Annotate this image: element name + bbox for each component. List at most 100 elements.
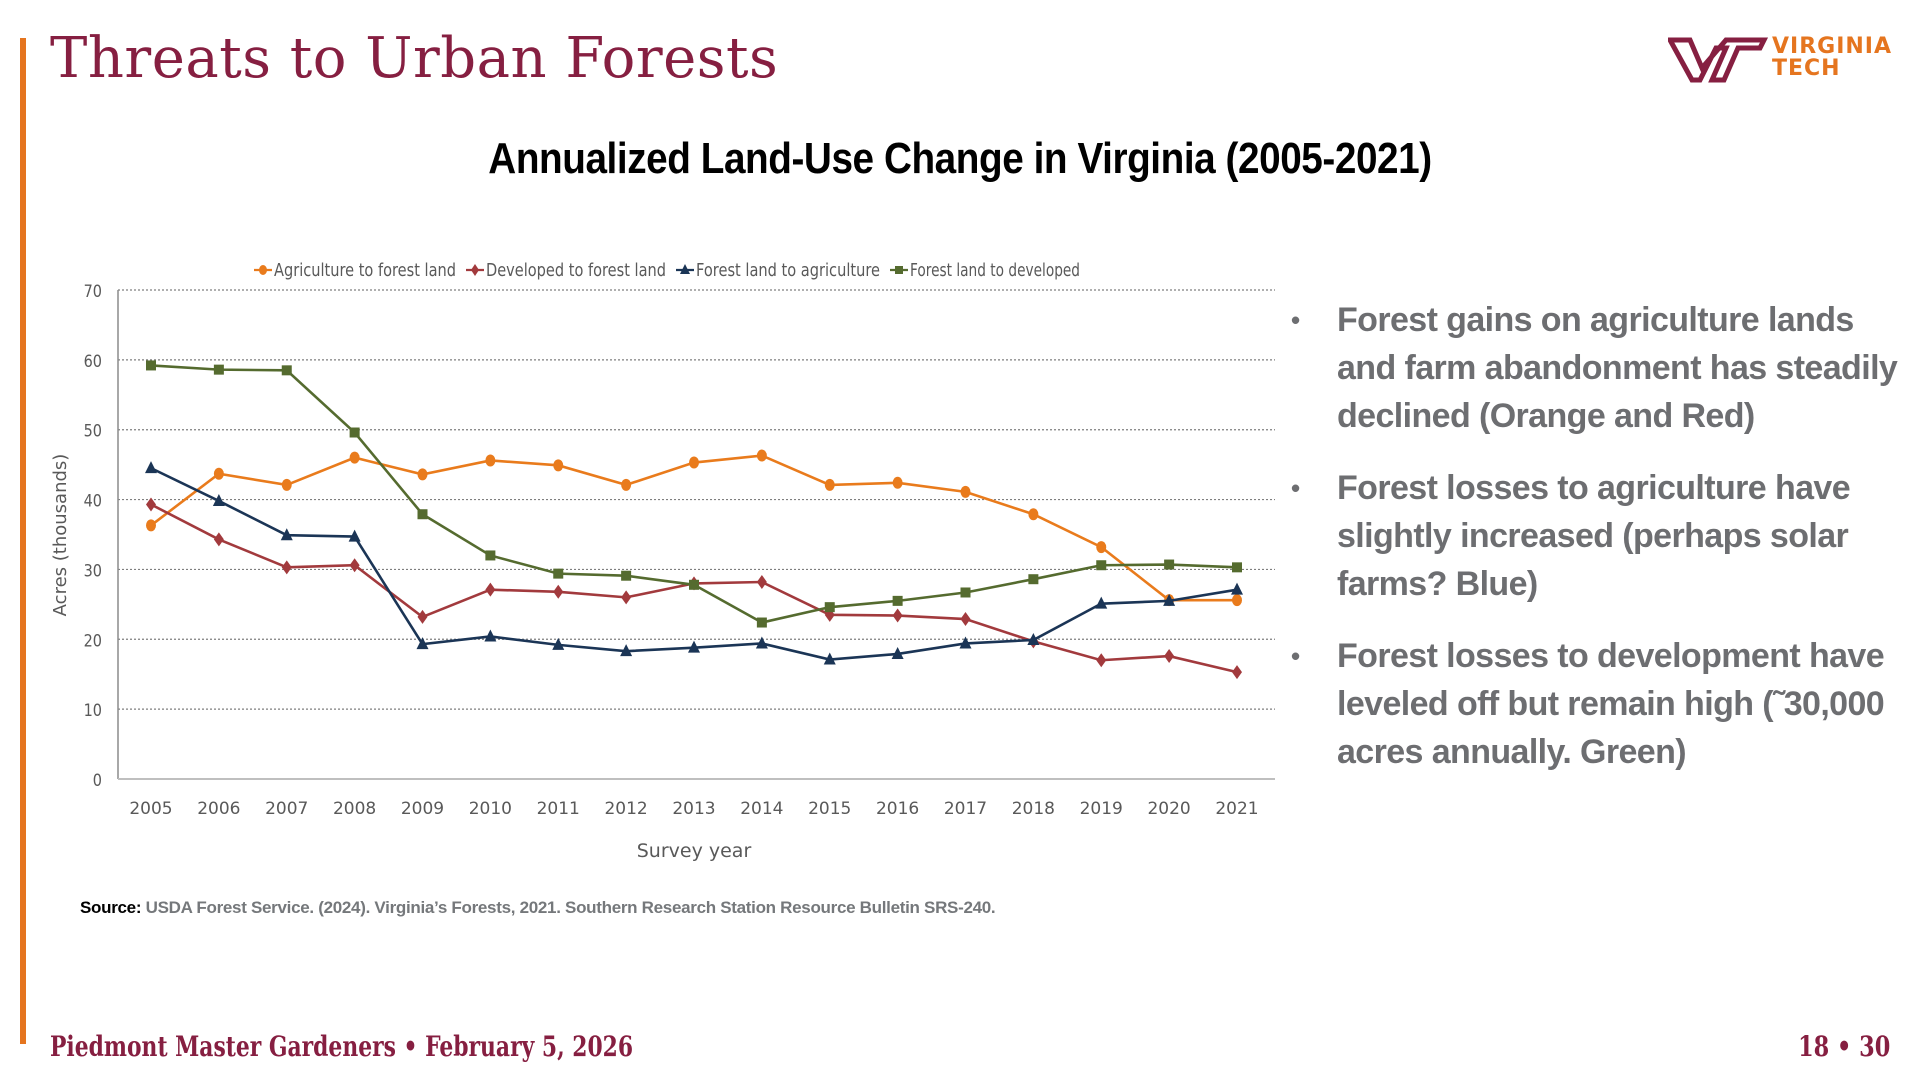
data-point-square bbox=[349, 427, 360, 438]
data-point-diamond bbox=[892, 608, 903, 623]
data-point-triangle bbox=[1095, 596, 1108, 609]
chart-title: Annualized Land-Use Change in Virginia (… bbox=[488, 134, 1432, 183]
x-tick-label: 2016 bbox=[876, 799, 919, 819]
bullet-item: • Forest losses to agriculture have sligh… bbox=[1285, 464, 1905, 608]
data-point-square bbox=[553, 568, 564, 579]
data-point-circle bbox=[281, 478, 292, 491]
data-point-square bbox=[621, 570, 632, 581]
series-agriculture-to-forest-land bbox=[146, 449, 1242, 607]
y-tick-label: 10 bbox=[84, 700, 102, 720]
accent-bar bbox=[20, 38, 26, 1044]
data-point-square bbox=[1028, 574, 1039, 585]
logo-line-2: TECH bbox=[1772, 56, 1841, 81]
x-tick-label: 2013 bbox=[672, 799, 715, 819]
legend-label: Developed to forest land bbox=[486, 260, 666, 281]
x-tick-label: 2018 bbox=[1012, 799, 1055, 819]
data-point-circle bbox=[1232, 594, 1242, 607]
source-label: Source: bbox=[80, 898, 142, 917]
data-point-diamond bbox=[1096, 653, 1107, 668]
data-point-circle bbox=[259, 265, 267, 275]
data-point-triangle bbox=[1231, 582, 1243, 595]
y-tick-label: 30 bbox=[84, 560, 102, 580]
data-point-diamond bbox=[146, 497, 156, 512]
data-point-triangle bbox=[959, 636, 972, 649]
logo-wordmark: VIRGINIA TECH bbox=[1772, 36, 1892, 80]
legend-label: Forest land to agriculture bbox=[696, 260, 880, 281]
data-point-triangle bbox=[1027, 632, 1040, 645]
data-point-square bbox=[146, 360, 156, 371]
y-tick-label: 0 bbox=[93, 770, 102, 790]
data-point-square bbox=[281, 365, 292, 376]
y-tick-label: 40 bbox=[84, 490, 102, 510]
data-point-triangle bbox=[416, 637, 429, 650]
vt-logo bbox=[1668, 37, 1769, 83]
data-point-diamond bbox=[471, 264, 479, 276]
y-tick-label: 20 bbox=[84, 630, 102, 650]
axes bbox=[117, 290, 1275, 780]
x-tick-label: 2015 bbox=[808, 799, 851, 819]
y-tick-label: 60 bbox=[84, 351, 102, 371]
x-tick-label: 2012 bbox=[604, 799, 647, 819]
data-point-circle bbox=[689, 456, 699, 469]
data-point-triangle bbox=[680, 264, 690, 274]
x-tick-label: 2009 bbox=[401, 799, 444, 819]
data-point-circle bbox=[349, 451, 360, 464]
legend-label: Forest land to developed bbox=[910, 260, 1080, 281]
x-tick-label: 2019 bbox=[1080, 799, 1123, 819]
x-tick-label: 2007 bbox=[265, 799, 308, 819]
data-point-circle bbox=[892, 476, 903, 489]
footer-presenter-date: Piedmont Master Gardeners • February 5, … bbox=[50, 1030, 634, 1063]
data-point-triangle bbox=[688, 640, 700, 653]
data-point-square bbox=[1232, 562, 1242, 573]
x-tick-label: 2005 bbox=[129, 799, 172, 819]
series-line bbox=[150, 466, 1238, 661]
legend-item: Developed to forest land bbox=[466, 260, 666, 281]
data-point-diamond bbox=[756, 575, 767, 590]
data-point-circle bbox=[146, 519, 156, 532]
bullet-dot: • bbox=[1291, 305, 1300, 335]
x-tick-label: 2010 bbox=[469, 799, 512, 819]
data-point-diamond bbox=[213, 532, 224, 547]
legend: Agriculture to forest land Developed to f… bbox=[254, 260, 1080, 281]
data-point-diamond bbox=[281, 560, 292, 575]
data-point-diamond bbox=[417, 609, 428, 624]
data-point-triangle bbox=[484, 629, 497, 642]
footer-page-number: 18 • 30 bbox=[1797, 1030, 1890, 1063]
x-tick-labels: 2005 2006 2007 2008 2009 2010 2011 2012 2013 2014… bbox=[129, 799, 1258, 819]
data-point-square bbox=[895, 266, 903, 274]
data-point-circle bbox=[824, 478, 835, 491]
data-point-circle bbox=[553, 459, 564, 472]
series-forest-land-to-developed bbox=[146, 360, 1242, 628]
slide-title: Threats to Urban Forests bbox=[50, 26, 779, 91]
x-tick-label: 2020 bbox=[1147, 799, 1190, 819]
data-point-circle bbox=[417, 468, 428, 481]
data-point-triangle bbox=[620, 644, 633, 657]
x-axis-label: Survey year bbox=[637, 840, 752, 862]
x-tick-label: 2011 bbox=[537, 799, 580, 819]
bullet-list: • Forest gains on agriculture lands and f… bbox=[1285, 296, 1905, 800]
data-point-triangle bbox=[1163, 593, 1176, 606]
line-chart: 0 10 20 30 40 50 60 70 2005 2006 2007 2008 2009 2010… bbox=[50, 260, 1275, 862]
data-point-diamond bbox=[485, 582, 496, 597]
y-axis-label: Acres (thousands) bbox=[50, 454, 71, 617]
bullet-text: Forest losses to development have levele… bbox=[1337, 637, 1885, 771]
bullet-item: • Forest losses to development have level… bbox=[1285, 632, 1905, 776]
data-point-triangle bbox=[823, 652, 836, 665]
data-point-square bbox=[756, 617, 767, 628]
data-point-diamond bbox=[1232, 665, 1242, 680]
data-point-circle bbox=[1028, 508, 1039, 521]
data-point-circle bbox=[621, 478, 632, 491]
bullet-dot: • bbox=[1291, 473, 1300, 503]
legend-item: Forest land to agriculture bbox=[676, 260, 880, 281]
data-point-diamond bbox=[960, 612, 971, 627]
data-point-diamond bbox=[1164, 649, 1175, 664]
logo-line-1: VIRGINIA bbox=[1772, 34, 1893, 59]
data-point-circle bbox=[213, 467, 224, 480]
data-point-triangle bbox=[145, 461, 157, 474]
x-tick-label: 2017 bbox=[944, 799, 987, 819]
bullet-text: Forest losses to agriculture have slight… bbox=[1337, 469, 1851, 603]
data-point-square bbox=[1096, 560, 1107, 571]
data-point-circle bbox=[485, 454, 496, 467]
data-point-square bbox=[485, 550, 496, 561]
legend-label: Agriculture to forest land bbox=[274, 260, 456, 281]
